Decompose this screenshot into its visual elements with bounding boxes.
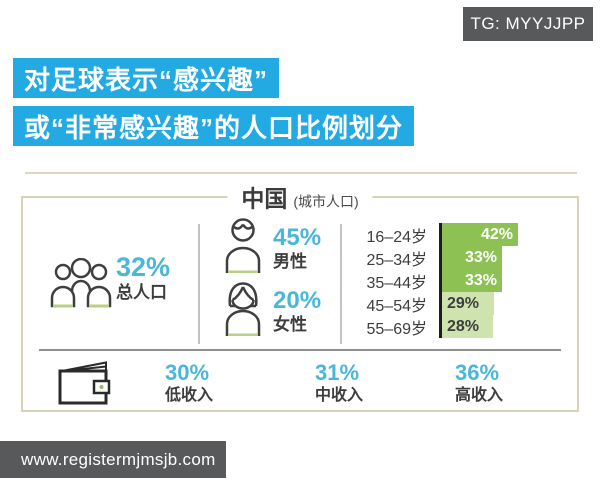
high-income-label: 高收入 xyxy=(455,387,504,404)
title-line-2-text: 或“非常感兴趣”的人口比例划分 xyxy=(24,112,404,143)
age-bar-rows: 16–24岁 42% 25–34岁 33% 35–44岁 33% 45–54岁 29% 55–6… xyxy=(353,223,518,338)
wallet-icon xyxy=(55,358,115,408)
age-bar-row: 25–34岁 33% xyxy=(353,246,518,269)
website-url-text: www.registermjmsjb.com xyxy=(21,449,216,469)
section-divider-1 xyxy=(198,224,200,344)
mid-income-label: 中收入 xyxy=(315,387,364,404)
male-label: 男性 xyxy=(273,252,307,271)
low-income-label: 低收入 xyxy=(165,387,214,404)
website-url-bar: www.registermjmsjb.com xyxy=(0,441,226,478)
age-group-label: 55–69岁 xyxy=(366,320,428,338)
telegram-badge: TG: MYYJJPP xyxy=(463,7,593,41)
age-bar-chart: 16–24岁 42% 25–34岁 33% 35–44岁 33% 45–54岁 29% 55–6… xyxy=(353,223,518,338)
age-bar-track: 33% xyxy=(439,269,502,292)
age-bar: 33% xyxy=(442,269,502,292)
age-group-label: 35–44岁 xyxy=(366,274,428,292)
title-line-1: 对足球表示“感兴趣” xyxy=(13,58,280,98)
total-population-label: 总人口 xyxy=(116,283,167,302)
age-bar-track: 42% xyxy=(439,223,518,246)
age-bar-row: 16–24岁 42% xyxy=(353,223,518,246)
age-group-label: 25–34岁 xyxy=(366,251,428,269)
high-income-value: 36% xyxy=(455,360,500,385)
age-group-label: 45–54岁 xyxy=(366,297,428,315)
people-group-icon xyxy=(49,258,113,308)
mid-income-value: 31% xyxy=(315,360,360,385)
population-note: (城市人口) xyxy=(293,193,359,210)
female-person-icon xyxy=(223,280,263,336)
age-bar-row: 35–44岁 33% xyxy=(353,269,518,292)
age-bar-track: 29% xyxy=(439,292,494,315)
age-bar-track: 33% xyxy=(439,246,502,269)
female-value: 20% xyxy=(273,287,322,314)
total-population-stat: 32% 总人口 xyxy=(116,253,170,304)
china-stats-panel: 中国 (城市人口) 32% 总人口 xyxy=(21,179,579,412)
mid-income-stat: 31% 中收入 xyxy=(315,360,363,407)
male-stat-text: 45% 男性 xyxy=(273,225,321,273)
age-bar: 28% xyxy=(442,315,493,338)
country-label: 中国 xyxy=(241,185,288,212)
female-label: 女性 xyxy=(273,315,307,334)
age-bar-row: 55–69岁 28% xyxy=(353,315,518,338)
female-stat-text: 20% 女性 xyxy=(273,288,321,336)
high-income-stat: 36% 高收入 xyxy=(455,360,503,407)
age-bar: 42% xyxy=(442,223,518,246)
age-bar: 29% xyxy=(442,292,494,315)
age-bar-track: 28% xyxy=(439,315,493,338)
horizontal-rule xyxy=(25,172,577,174)
age-bar: 33% xyxy=(442,246,502,269)
age-group-label: 16–24岁 xyxy=(366,228,428,246)
age-bar-row: 45–54岁 29% xyxy=(353,292,518,315)
title-line-1-text: 对足球表示“感兴趣” xyxy=(24,64,269,95)
income-section-divider xyxy=(39,349,561,351)
low-income-stat: 30% 低收入 xyxy=(165,360,213,407)
male-person-icon xyxy=(223,217,263,273)
male-value: 45% xyxy=(273,224,322,251)
panel-header: 中国 (城市人口) xyxy=(227,179,373,214)
telegram-badge-text: TG: MYYJJPP xyxy=(470,14,586,33)
low-income-value: 30% xyxy=(165,360,210,385)
title-line-2: 或“非常感兴趣”的人口比例划分 xyxy=(13,106,415,146)
total-population-value: 32% xyxy=(116,252,171,282)
section-divider-2 xyxy=(340,224,342,344)
